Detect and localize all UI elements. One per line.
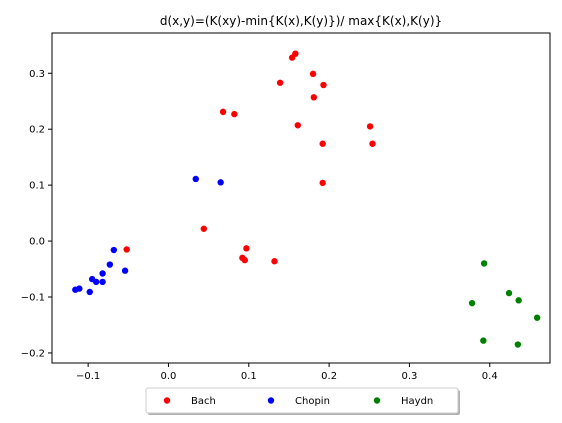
data-point-chopin	[99, 270, 106, 277]
legend-marker-bach	[163, 397, 171, 404]
data-point-bach	[294, 122, 301, 129]
data-point-chopin	[72, 286, 79, 293]
data-point-bach	[310, 94, 318, 101]
chart-title: d(x,y)=(K(xy)-min{K(x),K(y)})/ max{K(x),…	[160, 14, 442, 28]
legend-box	[145, 387, 459, 414]
y-tick-label: 0.3	[29, 69, 45, 80]
legend-marker-chopin	[267, 397, 275, 404]
legend: Bach Chopin Haydn	[145, 387, 460, 415]
data-point-haydn	[480, 260, 488, 267]
data-point-bach	[319, 179, 326, 187]
legend-marker-haydn	[373, 397, 381, 404]
data-point-chopin	[106, 261, 114, 268]
data-point-haydn	[515, 297, 522, 304]
data-point-bach	[369, 140, 376, 147]
x-tick-label: 0.4	[482, 371, 498, 382]
data-point-chopin	[192, 175, 199, 183]
x-tick-label: 0.0	[161, 371, 177, 382]
data-point-bach	[276, 79, 284, 86]
data-point-bach	[219, 108, 227, 116]
data-point-bach	[366, 123, 374, 130]
data-point-bach	[231, 110, 238, 118]
legend-label-chopin: Chopin	[295, 396, 330, 407]
data-point-chopin	[92, 278, 100, 286]
y-tick-label: 0.1	[29, 181, 45, 192]
data-point-bach	[288, 54, 296, 61]
x-tick-label: 0.1	[241, 371, 257, 382]
data-point-haydn	[480, 337, 487, 344]
legend-label-haydn: Haydn	[401, 396, 433, 407]
data-point-chopin	[110, 246, 118, 254]
data-point-haydn	[514, 341, 522, 348]
data-points	[72, 50, 541, 348]
y-tick-label: −0.1	[21, 293, 45, 304]
data-point-chopin	[86, 288, 93, 296]
data-point-bach	[271, 258, 278, 265]
data-point-chopin	[99, 278, 106, 286]
data-point-chopin	[217, 179, 224, 186]
data-point-bach	[309, 70, 317, 78]
y-tick-label: 0.0	[29, 237, 45, 248]
data-point-bach	[319, 140, 326, 147]
data-point-bach	[241, 256, 248, 264]
data-point-bach	[123, 246, 130, 253]
x-tick-label: −0.1	[76, 371, 100, 382]
plot-area-frame	[51, 32, 551, 364]
data-point-haydn	[533, 314, 541, 321]
data-point-haydn	[505, 289, 513, 297]
data-point-chopin	[121, 267, 129, 274]
data-point-bach	[200, 225, 208, 232]
data-point-haydn	[468, 299, 476, 307]
y-tick-label: 0.2	[29, 125, 45, 136]
data-point-bach	[243, 245, 250, 252]
y-tick-label: −0.2	[21, 348, 45, 359]
legend-label-bach: Bach	[191, 396, 216, 407]
x-tick-label: 0.3	[401, 371, 417, 382]
x-tick-label: 0.2	[321, 371, 337, 382]
axis-ticks: −0.1 0.0 0.1 0.2 0.3 0.4 −0.2 −0.1 0.0 0.1 0.2 0.3	[21, 69, 498, 382]
data-point-bach	[320, 81, 327, 89]
